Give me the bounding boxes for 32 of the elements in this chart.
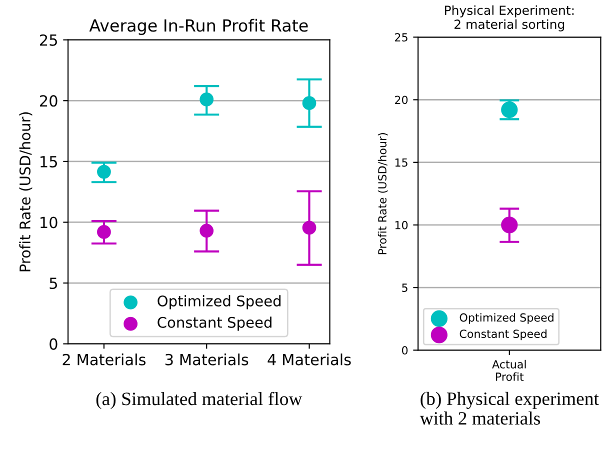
x-tick-label: 4 Materials	[268, 354, 351, 366]
chart-title: Average In-Run Profit Rate	[89, 18, 308, 35]
y-tick-label: 10	[395, 220, 408, 230]
y-tick-label: 5	[50, 278, 57, 290]
x-tick-label: 3 Materials	[165, 354, 248, 366]
y-tick-label: 25	[395, 33, 408, 42]
y-tick-label: 10	[40, 216, 58, 228]
point	[200, 224, 214, 238]
legend-label: Optimized Speed	[158, 295, 281, 310]
y-axis-title: Profit Rate (USD/hour)	[378, 133, 388, 254]
y-tick-label: 25	[40, 34, 57, 46]
y-tick-label: 5	[402, 284, 408, 292]
y-tick-label: 20	[395, 96, 408, 104]
chart-title: Physical Experiment: 2 material sorting	[445, 5, 574, 32]
text: (a) Simulated material flow	[96, 392, 302, 410]
text: (b) Physical experiment with 2 materials	[420, 392, 599, 425]
point	[97, 164, 111, 179]
y-tick-label: 15	[395, 158, 408, 167]
legend-label: Constant Speed	[158, 316, 272, 331]
y-tick-label: 15	[40, 156, 57, 168]
point	[97, 225, 111, 239]
legend-label: Constant Speed	[460, 329, 546, 340]
x-tick-label: 2 Materials	[62, 354, 146, 366]
y-axis-title: Profit Rate (USD/hour)	[19, 112, 32, 272]
y-tick-label: 0	[50, 338, 58, 350]
y-tick-label: 20	[40, 95, 58, 107]
point	[302, 96, 316, 110]
point	[200, 92, 214, 106]
point	[302, 220, 316, 235]
x-tick-label: Actual Profit	[492, 360, 526, 381]
y-tick-label: 0	[402, 346, 408, 355]
legend-label: Optimized Speed	[460, 313, 554, 324]
